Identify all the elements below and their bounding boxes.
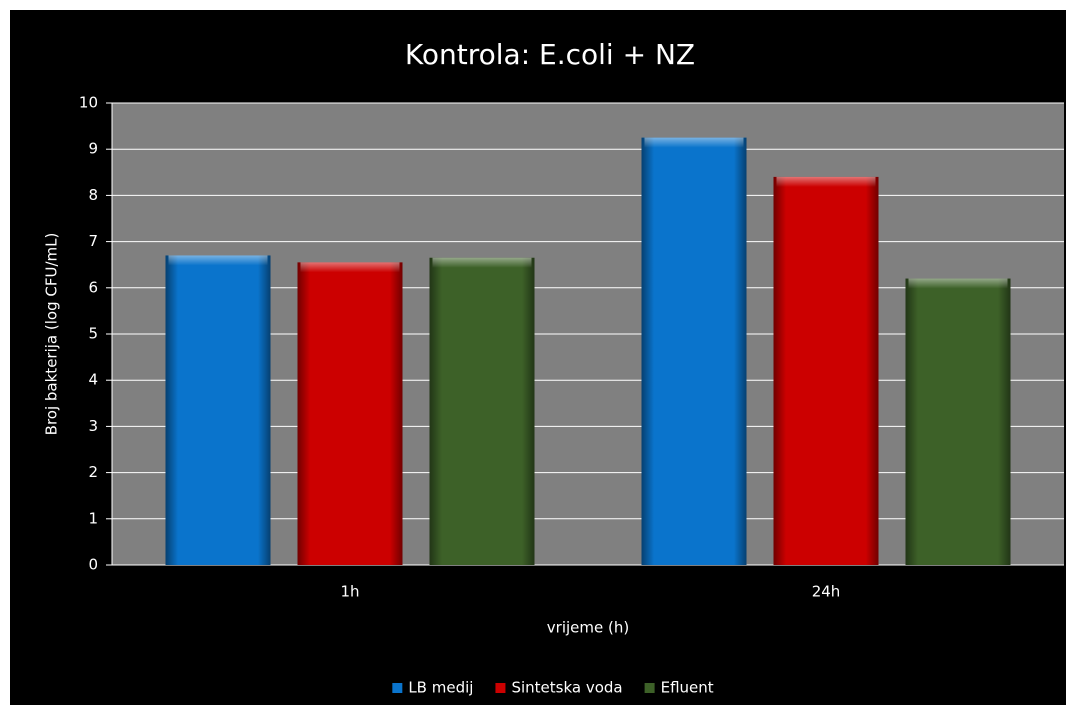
legend-label: Sintetska voda — [511, 679, 622, 697]
y-tick-label: 3 — [88, 417, 98, 435]
y-tick-label: 8 — [88, 186, 98, 204]
x-tick-label: 24h — [812, 583, 841, 601]
bar-shade — [429, 257, 535, 565]
bar-highlight — [300, 262, 400, 273]
bar-shade — [773, 176, 879, 566]
y-tick-label: 9 — [88, 140, 98, 158]
legend-swatch — [495, 683, 506, 693]
chart-title: Kontrola: E.coli + NZ — [405, 38, 695, 71]
bar-shade — [905, 278, 1011, 565]
x-axis-label: vrijeme (h) — [547, 619, 629, 637]
legend-swatch — [392, 683, 403, 693]
y-tick-label: 1 — [88, 509, 98, 527]
y-tick-label: 0 — [88, 556, 98, 574]
y-axis-label: Broj bakterija (log CFU/mL) — [43, 233, 61, 436]
bar-highlight — [776, 176, 876, 187]
y-tick-label: 4 — [88, 371, 98, 389]
bar-highlight — [168, 255, 268, 266]
y-tick-label: 7 — [88, 232, 98, 250]
bar-highlight — [432, 257, 532, 268]
bar-shade — [641, 137, 747, 565]
bar-highlight — [908, 278, 1008, 289]
legend-label: LB medij — [408, 679, 473, 697]
y-tick-label: 6 — [88, 278, 98, 296]
bar-highlight — [644, 137, 744, 148]
y-tick-label: 5 — [88, 325, 98, 343]
x-tick-label: 1h — [340, 583, 359, 601]
legend-swatch — [644, 683, 655, 693]
y-tick-label: 2 — [88, 463, 98, 481]
y-tick-label: 10 — [79, 94, 98, 112]
bar-shade — [297, 262, 403, 565]
bar-shade — [165, 255, 271, 565]
legend-label: Efluent — [661, 679, 714, 697]
